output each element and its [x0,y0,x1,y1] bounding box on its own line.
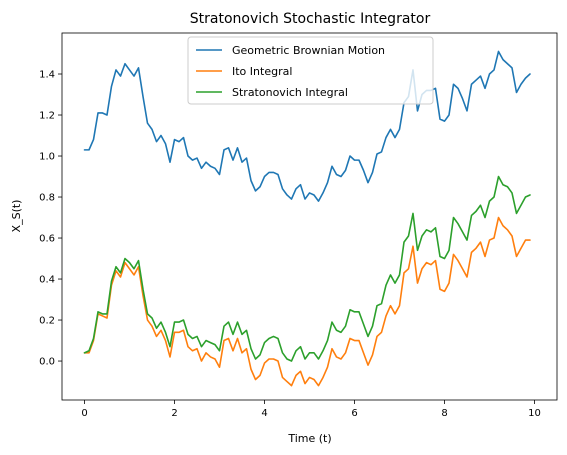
x-axis: 0 2 4 6 8 10 [81,400,541,419]
y-tick-label: 1.4 [39,70,55,81]
chart-title: Stratonovich Stochastic Integrator [190,11,431,27]
legend-label-2: Ito Integral [232,65,292,78]
y-tick-label: 0.0 [39,357,55,368]
x-tick-label: 10 [528,408,541,419]
y-tick-label: 0.4 [39,275,55,286]
y-axis-label: X_S(t) [10,200,23,233]
plot-border [61,32,558,401]
series-line-3 [83,175,531,362]
y-tick-label: 1.0 [39,152,55,163]
y-tick-label: 0.6 [39,234,55,245]
legend: Geometric Brownian Motion Ito Integral Str… [187,36,434,105]
series-line-2 [83,216,531,387]
x-tick-label: 8 [441,408,447,419]
legend-label-1: Geometric Brownian Motion [232,44,385,57]
legend-box [187,36,434,105]
x-tick-label: 4 [261,408,267,419]
x-tick-label: 2 [171,408,177,419]
x-tick-label: 6 [351,408,357,419]
y-tick-label: 0.8 [39,193,55,204]
y-tick-label: 1.2 [39,111,55,122]
y-tick-label: 0.2 [39,316,55,327]
x-tick-label: 0 [81,408,87,419]
x-axis-label: Time (t) [287,432,331,445]
legend-label-3: Stratonovich Integral [232,86,348,99]
y-axis: 0.0 0.2 0.4 0.6 0.8 1.0 1.2 1.4 [39,70,62,368]
series-line-1 [83,50,531,202]
series-lines [83,50,531,387]
